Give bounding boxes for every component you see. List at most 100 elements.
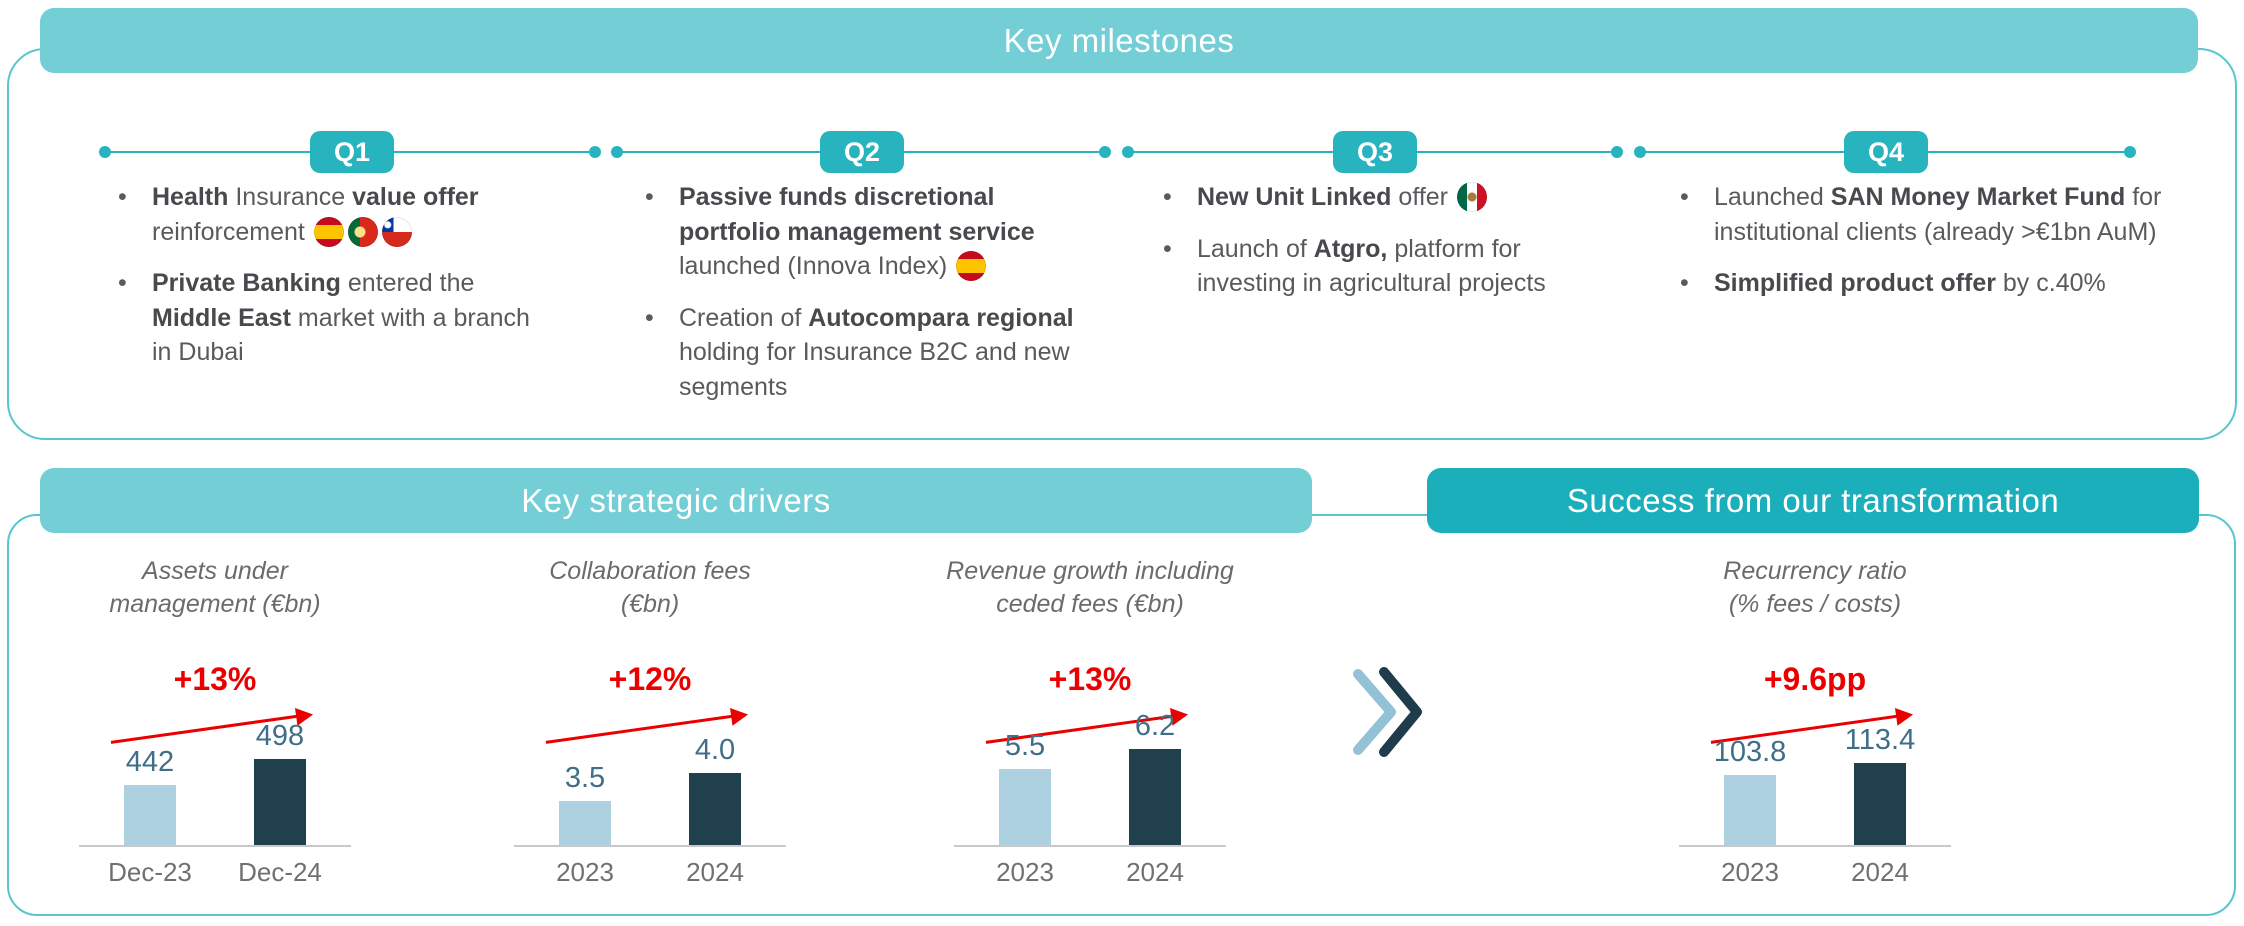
regular-text: Launch of [1197, 234, 1314, 263]
transformation-header: Success from our transformation [1427, 468, 2199, 533]
spain-flag-icon [956, 251, 987, 281]
timeline-segment: Q3 [1122, 131, 1623, 173]
timeline-dot [611, 146, 623, 158]
transformation-title: Success from our transformation [1566, 481, 2060, 519]
change-label: +13% [173, 661, 257, 697]
bold-text: Simplified product offer [1714, 269, 1996, 297]
bar-value-label: 3.5 [564, 762, 606, 794]
chart-title-line: Collaboration fees [549, 557, 751, 585]
regular-text: offer [1391, 183, 1455, 211]
bar-category-label: 2024 [686, 857, 744, 887]
quarter-column-q3: • New Unit Linked offer • Launch of Atgro,… [1163, 180, 1615, 318]
bar-category-label: Dec-23 [108, 857, 192, 887]
chart-title-line: ceded fees (€bn) [996, 589, 1184, 618]
chart-title: Revenue growth including ceded fees (€bn) [940, 555, 1240, 620]
milestones-title: Key milestones [1003, 21, 1235, 59]
chart-title-line: (% fees / costs) [1728, 589, 1902, 618]
regular-text: by c.40% [1995, 269, 2106, 297]
drivers-header: Key strategic drivers [40, 468, 1312, 533]
timeline-dot [589, 146, 601, 158]
bar-category-label: 2023 [556, 857, 614, 887]
bullet-marker: • [1680, 269, 1689, 297]
milestone-text: Health Insurance value offer reinforceme… [152, 180, 548, 249]
bold-text: Private Banking [152, 269, 341, 297]
milestone-bullet: • New Unit Linked offer [1163, 180, 1615, 215]
milestone-text: Passive funds discretional portfolio man… [679, 180, 1097, 284]
quarter-column-q1: • Health Insurance value offer reinforcem… [118, 180, 548, 387]
change-label: +9.6pp [1763, 661, 1867, 697]
bar-value-label: 5.5 [1004, 730, 1046, 762]
chart-axis [79, 845, 351, 847]
regular-text: Launched [1714, 183, 1831, 211]
chart-bar [689, 773, 741, 845]
bullet-marker: • [645, 303, 654, 332]
bold-text: Middle East [152, 303, 291, 332]
milestone-bullet: • Creation of Autocompara regional holdin… [645, 301, 1097, 405]
regular-text: Insurance [228, 183, 353, 211]
bold-text: value offer [352, 183, 479, 211]
timeline-dot [1634, 146, 1646, 158]
double-chevron-right-icon [1353, 667, 1422, 757]
bar-value-label: 6.2 [1134, 710, 1176, 742]
chart-bar [999, 769, 1051, 845]
timeline-segment: Q2 [611, 131, 1111, 173]
chart-collaboration-fees: Collaboration fees (€bn) +12% 3.5 2023 4.0 202… [500, 555, 800, 900]
chart-title-line: Revenue growth including [946, 557, 1234, 585]
milestone-text: Private Banking entered the Middle East … [152, 266, 548, 370]
bullet-marker: • [1163, 234, 1172, 263]
chart-title: Collaboration fees (€bn) [500, 555, 800, 620]
bold-text: New Unit Linked [1197, 183, 1392, 211]
change-label: +13% [1048, 661, 1132, 697]
quarter-column-q2: • Passive funds discretional portfolio ma… [645, 180, 1097, 421]
chart-title-line: (€bn) [620, 589, 680, 618]
milestone-bullet: • Private Banking entered the Middle East… [118, 266, 548, 370]
milestones-header: Key milestones [40, 8, 2198, 73]
change-label: +12% [608, 661, 692, 697]
timeline-dot [1122, 146, 1134, 158]
bold-text: SAN Money Market Fund [1830, 183, 2126, 211]
regular-text: holding for Insurance B2C and new segmen… [679, 338, 1070, 401]
chart-bar [254, 759, 306, 845]
milestone-bullet: • Launch of Atgro, platform for investing… [1163, 232, 1615, 301]
bold-text: Autocompara regional [808, 303, 1074, 332]
regular-text: reinforcement [152, 217, 312, 246]
timeline-segment: Q1 [99, 131, 601, 173]
quarter-badge-q4: Q4 [1844, 131, 1928, 173]
chart-axis [514, 845, 786, 847]
milestone-text: Simplified product offer by c.40% [1714, 266, 2200, 301]
regular-text: entered the [340, 269, 475, 297]
milestone-bullet: • Simplified product offer by c.40% [1680, 266, 2200, 301]
bullet-marker: • [645, 183, 654, 211]
timeline-segment: Q4 [1634, 131, 2136, 173]
portugal-flag-icon [347, 216, 378, 247]
chart-bar [1129, 749, 1181, 845]
bar-value-label: 103.8 [1713, 736, 1787, 768]
chart-bar [1724, 775, 1776, 845]
chart-axis [1679, 845, 1951, 847]
regular-text: market with a branch in Dubai [152, 303, 530, 367]
milestone-text: Launch of Atgro, platform for investing … [1197, 232, 1615, 301]
bar-value-label: 113.4 [1844, 724, 1916, 756]
bold-text: Health [152, 183, 229, 211]
milestone-bullet: • Launched SAN Money Market Fund for inst… [1680, 180, 2200, 249]
bar-category-label: 2024 [1851, 857, 1909, 887]
timeline-dot [99, 146, 111, 158]
bar-category-label: 2023 [996, 857, 1054, 887]
bar-category-label: 2023 [1721, 857, 1779, 887]
bar-value-label: 442 [125, 746, 175, 778]
chart-bar [124, 785, 176, 845]
chart-assets-under-management: Assets under management (€bn) +13% 442 Dec-2… [65, 555, 365, 900]
timeline-dot [1099, 146, 1111, 158]
chart-title-line: Assets under [142, 557, 288, 585]
milestone-bullet: • Passive funds discretional portfolio ma… [645, 180, 1097, 284]
milestone-text: Launched SAN Money Market Fund for insti… [1714, 180, 2200, 249]
bar-value-label: 498 [255, 720, 305, 752]
regular-text: Creation of [679, 303, 809, 332]
chart-bar [559, 801, 611, 845]
quarter-column-q4: • Launched SAN Money Market Fund for inst… [1680, 180, 2200, 318]
milestone-text: Creation of Autocompara regional holding… [679, 301, 1097, 405]
chart-revenue-growth: Revenue growth including ceded fees (€bn)… [940, 555, 1240, 900]
timeline-dot [2124, 146, 2136, 158]
bullet-marker: • [118, 183, 127, 211]
